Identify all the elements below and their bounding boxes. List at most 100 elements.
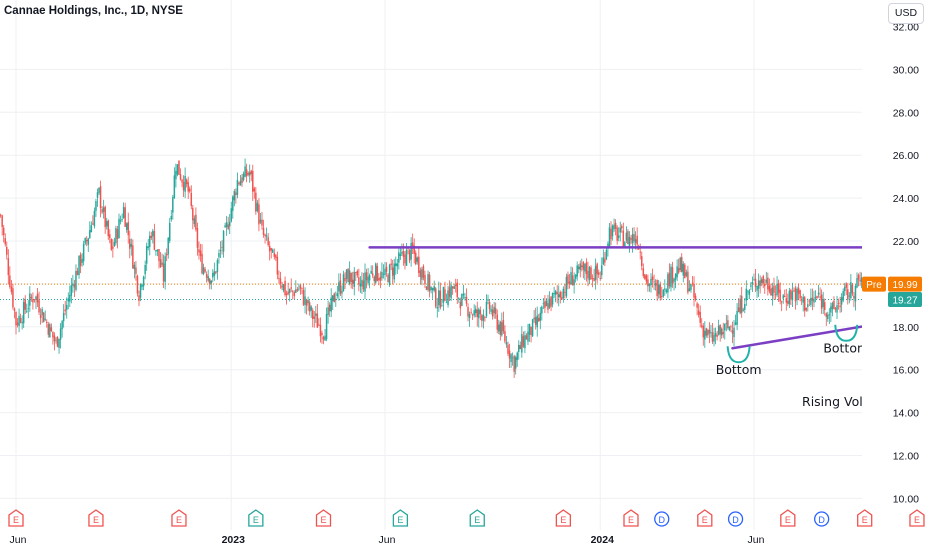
earnings-marker[interactable]: E	[780, 509, 796, 527]
grid-lines	[0, 0, 862, 530]
y-tick-label: 14.00	[893, 408, 919, 420]
currency-button[interactable]: USD	[888, 3, 924, 24]
candle-body	[116, 229, 119, 239]
candle-body	[132, 245, 134, 269]
candle-body	[112, 246, 114, 249]
candle-body	[856, 278, 858, 288]
candle-body	[445, 302, 448, 304]
candle-body	[510, 354, 512, 363]
candle-body	[376, 265, 379, 281]
candle-body	[155, 249, 157, 252]
candle-body	[236, 179, 239, 195]
earnings-marker-shape	[697, 509, 713, 527]
candle-body	[579, 263, 582, 271]
earnings-marker[interactable]: E	[392, 509, 409, 527]
earnings-marker-shape	[171, 509, 187, 527]
candle-body	[139, 284, 142, 298]
candle-body	[564, 291, 566, 293]
candle-body	[624, 242, 626, 248]
earnings-marker[interactable]: E	[171, 509, 187, 527]
candle-body	[479, 309, 482, 315]
candle-body	[525, 335, 528, 340]
candle-body	[201, 253, 203, 274]
candle-body	[811, 297, 814, 301]
candle-body	[188, 188, 191, 192]
price-badges: Pre 19.99 19.27	[862, 276, 922, 308]
earnings-marker[interactable]: E	[88, 509, 104, 527]
earnings-marker[interactable]: E	[248, 509, 264, 527]
bottom-arc[interactable]	[834, 324, 859, 342]
candle-body	[12, 288, 14, 308]
candle-body	[642, 268, 645, 277]
candle-body	[796, 288, 798, 300]
candle-body	[836, 305, 838, 313]
earnings-marker-shape	[469, 509, 485, 527]
candle-body	[641, 256, 643, 266]
candle-body	[514, 357, 517, 369]
candle-body	[504, 331, 506, 342]
candle-body	[756, 285, 758, 291]
candle-body	[210, 280, 213, 284]
candle-body	[179, 174, 182, 180]
event-letter: E	[320, 515, 326, 525]
candle-body	[287, 291, 289, 295]
earnings-marker[interactable]: E	[315, 509, 332, 527]
candle-body	[62, 312, 65, 322]
candle-body	[831, 303, 834, 310]
candle-body	[628, 237, 631, 247]
candle-body	[235, 192, 237, 195]
candle-body	[259, 219, 262, 223]
candle-body	[281, 285, 283, 288]
earnings-marker[interactable]: E	[8, 509, 24, 527]
candle-body	[581, 265, 583, 268]
candle-body	[498, 324, 500, 332]
candle-body	[699, 312, 701, 323]
symbol-title[interactable]: Cannae Holdings, Inc., 1D, NYSE	[4, 5, 183, 17]
candle-body	[411, 242, 414, 249]
earnings-marker[interactable]: E	[697, 509, 713, 527]
candle-body	[736, 311, 738, 325]
earnings-marker[interactable]: E	[857, 509, 873, 527]
x-tick-label: Jun	[379, 534, 396, 546]
candle-body	[544, 301, 546, 308]
candle-body	[768, 285, 771, 292]
bottom-arc[interactable]	[726, 346, 751, 364]
candle-body	[717, 325, 720, 335]
candle-body	[270, 248, 272, 251]
dividend-marker[interactable]: D	[654, 511, 670, 527]
candle-body	[75, 270, 77, 291]
candle-body	[550, 296, 552, 307]
candle-body	[700, 325, 703, 327]
candle-body	[50, 327, 53, 331]
event-letter: D	[659, 515, 666, 525]
candle-body	[175, 170, 177, 180]
candle-body	[571, 275, 574, 286]
candle-body	[19, 317, 22, 323]
candle-body	[311, 310, 314, 320]
candle-body	[224, 225, 226, 228]
candle-body	[385, 266, 388, 272]
dividend-marker[interactable]: D	[727, 511, 744, 527]
bottom-label[interactable]: Bottom	[823, 341, 869, 356]
candle-body	[109, 234, 111, 239]
candle-body	[202, 267, 205, 274]
candle-body	[252, 170, 254, 192]
candle-body	[81, 258, 83, 263]
earnings-marker[interactable]: E	[909, 509, 925, 527]
earnings-marker[interactable]: E	[555, 509, 571, 527]
candle-body	[193, 218, 196, 225]
candle-body	[639, 251, 641, 253]
candle-body	[129, 238, 131, 249]
candle-body	[21, 321, 23, 324]
candle-body	[381, 271, 383, 279]
candle-body	[507, 344, 509, 354]
dividend-marker[interactable]: D	[814, 511, 830, 527]
y-tick-label: 12.00	[893, 451, 919, 463]
bottom-label[interactable]: Bottom	[716, 362, 762, 377]
candle-body	[631, 234, 634, 244]
earnings-marker[interactable]: E	[623, 509, 639, 527]
earnings-marker[interactable]: E	[469, 509, 485, 527]
candle-body	[371, 273, 374, 276]
